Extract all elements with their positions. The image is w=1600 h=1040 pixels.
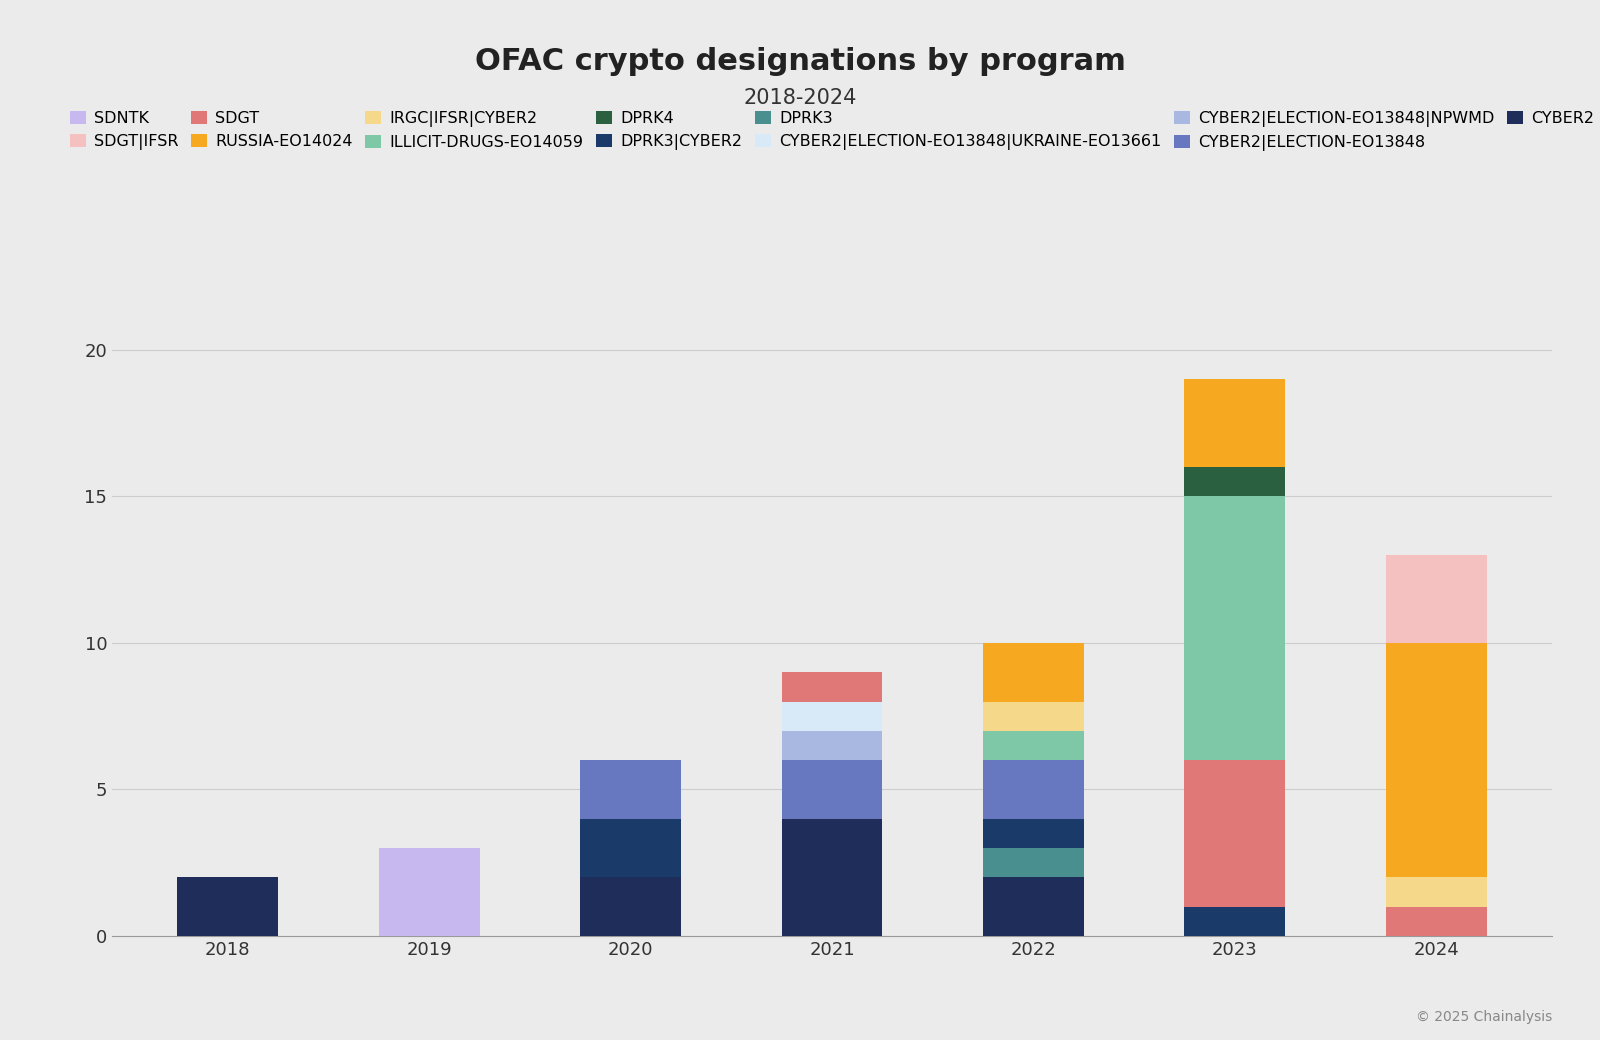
Bar (1184, 467, 1285, 496)
Bar (1184, 380, 1285, 467)
Text: © 2025 Chainalysis: © 2025 Chainalysis (1416, 1011, 1552, 1024)
Bar (982, 760, 1083, 818)
Bar (782, 760, 882, 818)
Bar (1386, 878, 1486, 907)
Bar (1386, 907, 1486, 936)
Bar (782, 818, 882, 936)
Bar (1184, 496, 1285, 760)
Bar (982, 731, 1083, 760)
Bar (178, 878, 278, 936)
Bar (982, 878, 1083, 936)
Bar (581, 878, 682, 936)
Text: 2018-2024: 2018-2024 (744, 88, 856, 108)
Bar (982, 702, 1083, 731)
Bar (782, 672, 882, 702)
Bar (982, 818, 1083, 848)
Bar (581, 760, 682, 818)
Bar (1386, 643, 1486, 878)
Bar (1386, 555, 1486, 643)
Bar (1184, 760, 1285, 907)
Bar (782, 731, 882, 760)
Legend: SDNTK, SDGT|IFSR, SDGT, RUSSIA-EO14024, IRGC|IFSR|CYBER2, ILLICIT-DRUGS-EO14059,: SDNTK, SDGT|IFSR, SDGT, RUSSIA-EO14024, … (66, 106, 1598, 156)
Bar (379, 848, 480, 936)
Bar (982, 848, 1083, 878)
Bar (581, 818, 682, 878)
Text: OFAC crypto designations by program: OFAC crypto designations by program (475, 47, 1125, 76)
Bar (1184, 907, 1285, 936)
Bar (782, 702, 882, 731)
Bar (982, 643, 1083, 702)
